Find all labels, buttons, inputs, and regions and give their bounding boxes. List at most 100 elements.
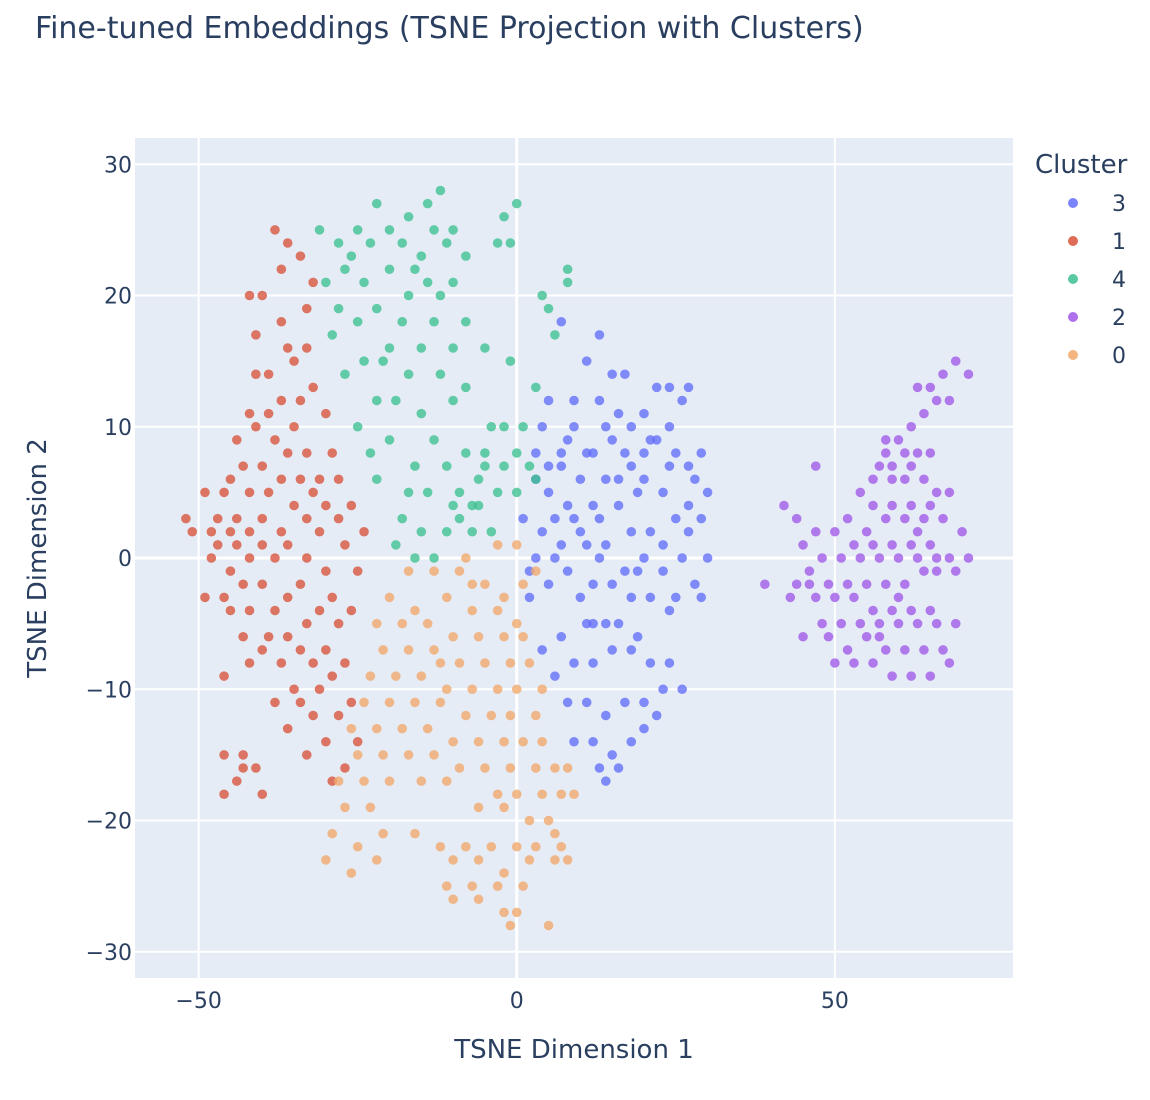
data-point-cluster-1 [257,789,268,800]
data-point-cluster-2 [919,474,929,485]
data-point-cluster-1 [282,343,293,353]
data-point-cluster-0 [569,789,579,800]
data-point-cluster-0 [499,631,509,642]
data-point-cluster-3 [588,658,598,668]
legend-label-2[interactable]: 2 [1112,306,1126,331]
data-point-cluster-2 [925,605,936,616]
data-point-cluster-4 [461,382,471,393]
data-point-cluster-3 [620,697,630,708]
data-point-cluster-0 [384,697,395,708]
data-point-cluster-0 [448,894,458,905]
data-point-cluster-0 [416,671,427,681]
data-point-cluster-1 [244,605,255,616]
data-point-cluster-2 [919,566,929,576]
data-point-cluster-3 [696,592,707,603]
data-point-cluster-3 [696,513,707,524]
data-point-cluster-3 [639,723,649,734]
data-point-cluster-3 [594,513,605,524]
data-point-cluster-1 [314,526,325,537]
legend-label-0[interactable]: 0 [1112,344,1126,369]
data-point-cluster-3 [601,474,611,485]
data-point-cluster-0 [492,540,503,550]
data-point-cluster-3 [670,448,681,458]
data-point-cluster-2 [900,645,910,655]
data-point-cluster-1 [295,395,306,406]
data-point-cluster-3 [594,330,605,340]
data-point-cluster-0 [537,736,547,747]
data-point-cluster-2 [925,382,936,393]
data-point-cluster-2 [760,579,770,590]
data-point-cluster-3 [658,487,668,498]
data-point-cluster-3 [683,382,694,393]
legend-marker-3[interactable] [1068,198,1078,208]
data-point-cluster-1 [295,474,306,485]
x-tick-label: 0 [510,989,524,1014]
data-point-cluster-2 [836,553,847,563]
data-point-cluster-4 [543,303,554,314]
data-point-cluster-0 [467,579,478,590]
data-point-cluster-0 [531,566,541,576]
data-point-cluster-2 [925,448,936,458]
data-point-cluster-2 [957,526,967,537]
data-point-cluster-1 [289,356,299,366]
legend-marker-0[interactable] [1068,350,1078,360]
data-point-cluster-1 [231,513,242,524]
legend-marker-1[interactable] [1068,236,1078,246]
data-point-cluster-0 [403,645,414,655]
x-tick-labels: −50 0 50 [175,989,848,1014]
legend[interactable]: 3 1 4 2 0 [1068,192,1126,369]
data-point-cluster-0 [365,671,376,681]
data-point-cluster-0 [441,684,452,695]
data-point-cluster-0 [505,658,516,668]
data-point-cluster-0 [333,776,344,786]
data-point-cluster-3 [645,435,656,445]
data-point-cluster-3 [626,645,637,655]
data-point-cluster-0 [429,566,439,576]
data-point-cluster-2 [855,618,866,629]
data-point-cluster-2 [887,605,897,616]
data-point-cluster-2 [900,448,910,458]
data-point-cluster-1 [295,697,306,708]
data-point-cluster-3 [569,736,579,747]
data-point-cluster-0 [416,776,427,786]
data-point-cluster-3 [607,435,617,445]
data-point-cluster-0 [467,605,478,616]
legend-label-3[interactable]: 3 [1112,192,1126,217]
series-cluster-2 [760,356,974,681]
legend-title: Cluster [1035,150,1128,180]
legend-marker-2[interactable] [1068,312,1078,322]
data-point-cluster-2 [887,500,897,511]
data-point-cluster-4 [550,330,560,340]
legend-marker-4[interactable] [1068,274,1078,284]
data-point-cluster-0 [410,697,420,708]
data-point-cluster-2 [893,553,904,563]
data-point-cluster-1 [276,474,287,485]
data-point-cluster-0 [448,736,458,747]
legend-label-4[interactable]: 4 [1112,268,1126,293]
data-point-cluster-3 [626,592,637,603]
data-point-cluster-1 [257,461,268,471]
chart-title: Fine-tuned Embeddings (TSNE Projection w… [35,11,864,46]
data-point-cluster-4 [384,225,395,235]
data-point-cluster-3 [677,553,687,563]
data-point-cluster-3 [556,540,567,550]
data-point-cluster-0 [340,802,350,813]
y-tick-label: 0 [118,547,132,572]
data-point-cluster-0 [410,605,420,616]
data-point-cluster-2 [779,500,789,511]
legend-label-1[interactable]: 1 [1112,230,1126,255]
data-point-cluster-3 [543,395,554,406]
data-point-cluster-2 [931,618,942,629]
data-point-cluster-3 [543,579,554,590]
data-point-cluster-4 [492,487,503,498]
data-point-cluster-0 [543,920,554,931]
data-point-cluster-1 [238,631,248,642]
data-point-cluster-2 [810,461,821,471]
data-point-cluster-0 [511,789,522,800]
data-point-cluster-2 [887,671,897,681]
data-point-cluster-1 [340,540,350,550]
data-point-cluster-3 [677,395,687,406]
data-point-cluster-1 [206,526,217,537]
data-point-cluster-2 [944,658,955,668]
data-point-cluster-1 [200,592,210,603]
